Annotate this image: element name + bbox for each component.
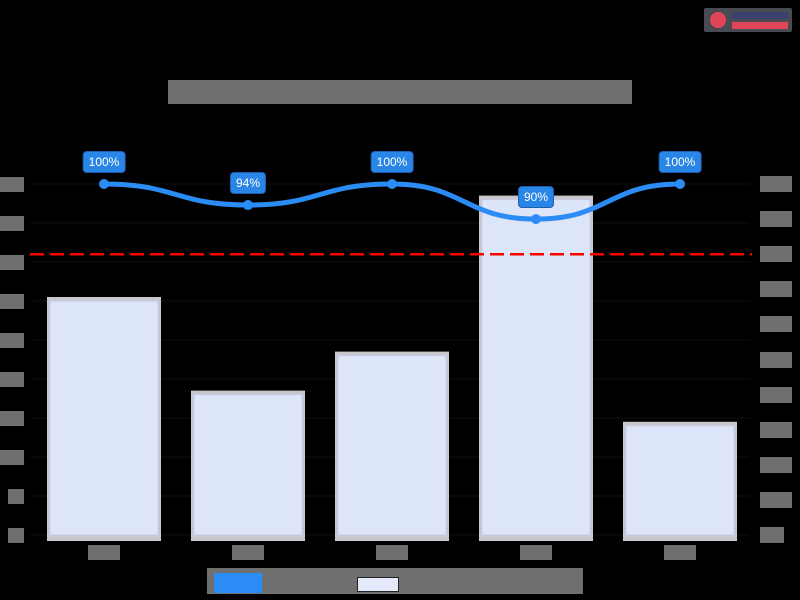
bar: [626, 426, 734, 535]
line-point: [675, 179, 685, 189]
bar: [338, 356, 446, 535]
line-point: [387, 179, 397, 189]
bar: [482, 200, 590, 535]
legend-swatch-line[interactable]: [214, 573, 262, 593]
data-label: 90%: [518, 186, 554, 208]
line-point: [531, 214, 541, 224]
data-label: 100%: [371, 151, 414, 173]
line-point: [99, 179, 109, 189]
bar: [194, 395, 302, 535]
plot-area: [0, 0, 800, 600]
line-point: [243, 200, 253, 210]
data-label: 94%: [230, 172, 266, 194]
bar: [50, 301, 158, 535]
completion-line: [104, 184, 680, 219]
data-label: 100%: [83, 151, 126, 173]
data-label: 100%: [659, 151, 702, 173]
legend-swatch-bar[interactable]: [357, 577, 399, 592]
